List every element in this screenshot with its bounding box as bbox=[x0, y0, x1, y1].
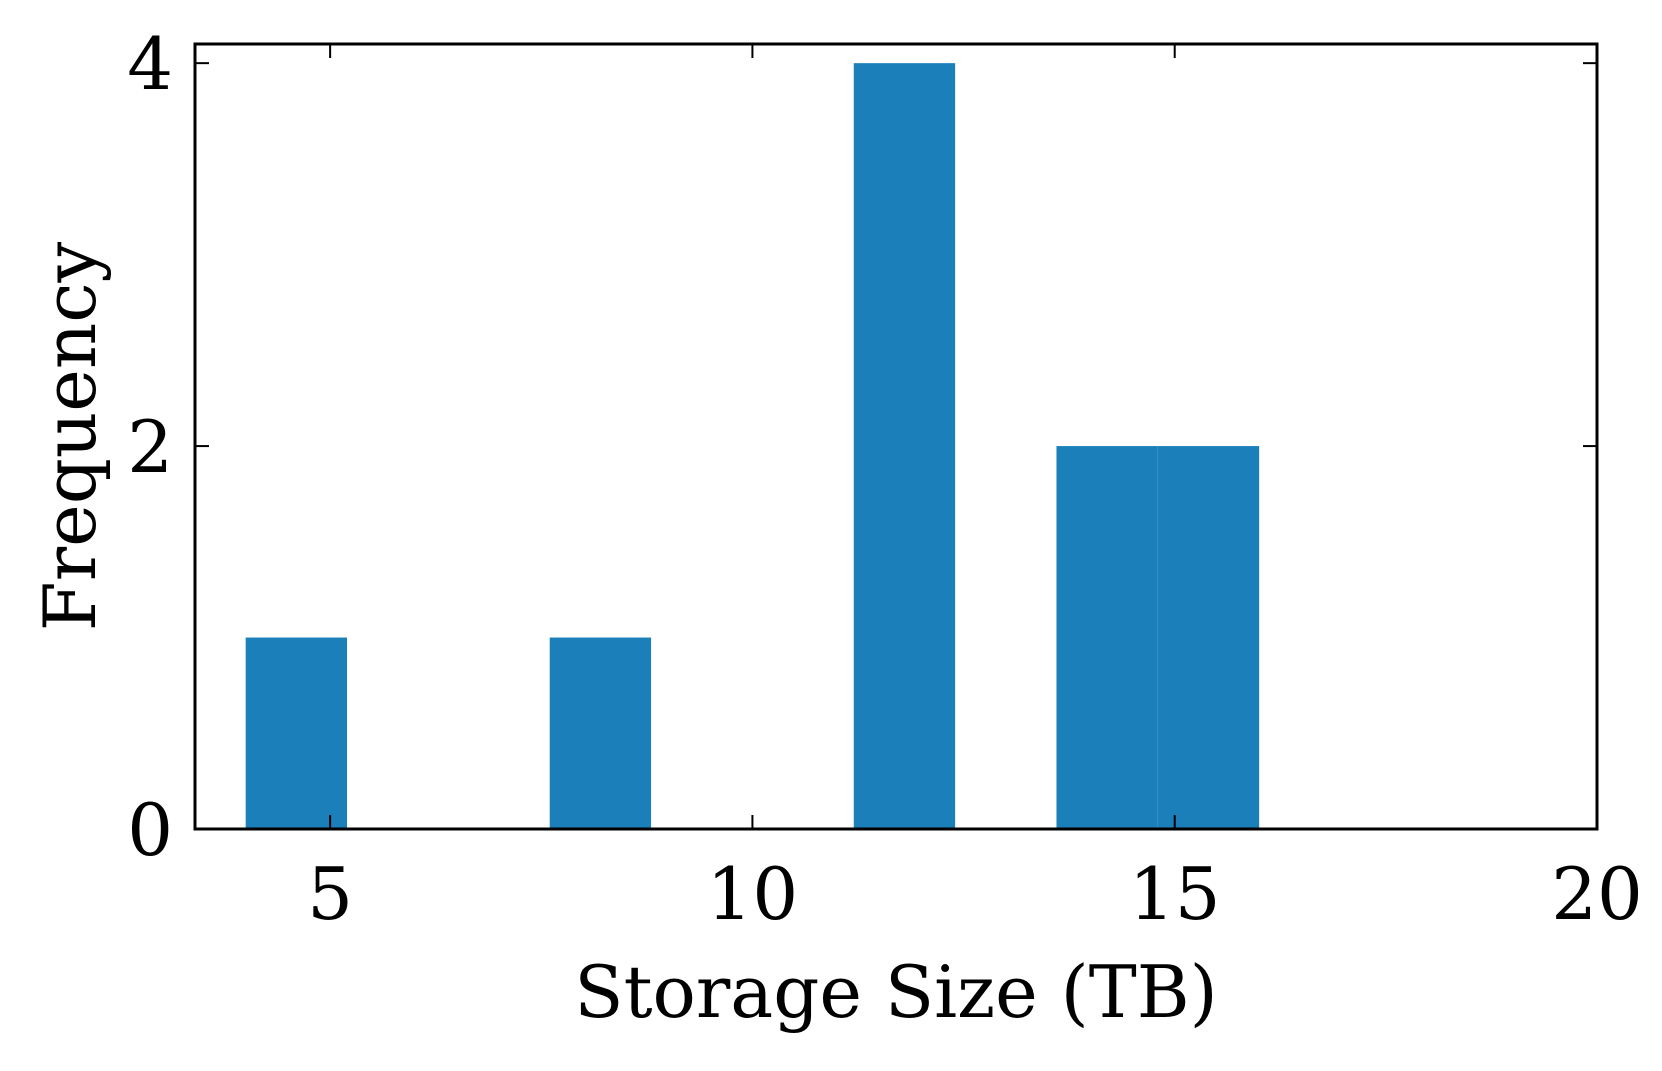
y-axis-label: Frequency bbox=[28, 241, 112, 631]
x-tick-label: 5 bbox=[307, 852, 353, 936]
x-tick-label: 15 bbox=[1129, 852, 1221, 936]
y-axis-ticks: 0 2 4 bbox=[127, 22, 1597, 872]
y-tick-label: 4 bbox=[127, 22, 173, 106]
histogram-bar bbox=[245, 637, 348, 829]
bars-group bbox=[245, 63, 1260, 829]
y-tick-label: 2 bbox=[127, 405, 173, 489]
histogram-bar bbox=[549, 637, 652, 829]
histogram-bar bbox=[1157, 446, 1260, 829]
x-tick-label: 10 bbox=[707, 852, 799, 936]
histogram-bar bbox=[1056, 446, 1158, 829]
histogram-bar bbox=[853, 63, 956, 829]
plot-frame bbox=[193, 42, 1599, 831]
y-tick-label: 0 bbox=[127, 788, 173, 872]
x-tick-label: 20 bbox=[1551, 852, 1643, 936]
x-axis-label: Storage Size (TB) bbox=[574, 950, 1217, 1034]
x-axis-ticks: 5 10 15 20 bbox=[307, 44, 1643, 936]
